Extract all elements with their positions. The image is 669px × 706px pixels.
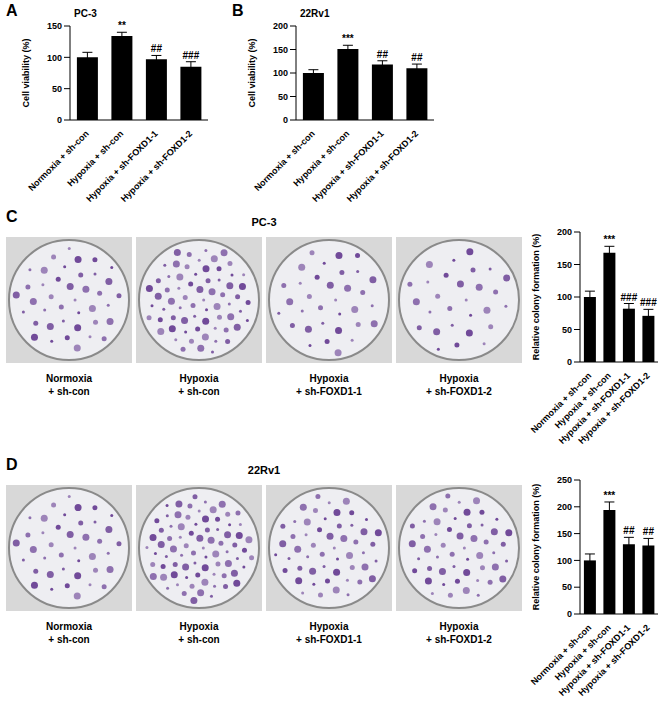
svg-text:+ sh-FOXD1-2: + sh-FOXD1-2 bbox=[426, 386, 492, 397]
svg-text:Hypoxia + sh-FOXD1-2: Hypoxia + sh-FOXD1-2 bbox=[576, 370, 652, 446]
svg-text:Hypoxia + sh-FOXD1-2: Hypoxia + sh-FOXD1-2 bbox=[119, 128, 195, 204]
svg-text:Hypoxia + sh-con: Hypoxia + sh-con bbox=[552, 370, 613, 431]
svg-text:***: *** bbox=[604, 490, 616, 501]
svg-text:+ sh-FOXD1-2: + sh-FOXD1-2 bbox=[426, 634, 492, 645]
svg-text:+ sh-con: + sh-con bbox=[178, 386, 219, 397]
svg-text:Normoxia + sh-con: Normoxia + sh-con bbox=[528, 370, 594, 435]
svg-text:Cell viability (%): Cell viability (%) bbox=[21, 38, 31, 107]
svg-text:+ sh-con: + sh-con bbox=[48, 386, 89, 397]
svg-text:Hypoxia: Hypoxia bbox=[310, 621, 349, 632]
svg-text:Hypoxia + sh-FOXD1-1: Hypoxia + sh-FOXD1-1 bbox=[556, 622, 633, 698]
svg-text:200: 200 bbox=[557, 227, 572, 237]
svg-text:150: 150 bbox=[557, 529, 572, 539]
svg-text:150: 150 bbox=[47, 21, 62, 31]
svg-text:###: ### bbox=[640, 297, 657, 308]
svg-text:***: *** bbox=[604, 234, 616, 245]
svg-text:##: ## bbox=[411, 52, 423, 63]
svg-text:Relative colony formation (%): Relative colony formation (%) bbox=[531, 484, 541, 611]
svg-text:##: ## bbox=[377, 49, 389, 60]
svg-text:100: 100 bbox=[557, 556, 572, 566]
svg-text:0: 0 bbox=[57, 115, 62, 125]
html-text:D: D bbox=[6, 456, 18, 473]
svg-text:Hypoxia: Hypoxia bbox=[440, 621, 479, 632]
svg-text:Hypoxia + sh-con: Hypoxia + sh-con bbox=[291, 128, 351, 188]
svg-text:Cell viability (%): Cell viability (%) bbox=[247, 38, 257, 107]
svg-text:Hypoxia: Hypoxia bbox=[440, 373, 479, 384]
svg-text:###: ### bbox=[183, 50, 200, 61]
svg-text:+ sh-con: + sh-con bbox=[178, 634, 219, 645]
svg-text:50: 50 bbox=[562, 325, 572, 335]
svg-text:Hypoxia + sh-FOXD1-1: Hypoxia + sh-FOXD1-1 bbox=[310, 128, 386, 204]
svg-text:150: 150 bbox=[557, 260, 572, 270]
svg-text:Normoxia: Normoxia bbox=[46, 621, 93, 632]
html-text:A: A bbox=[6, 2, 18, 19]
svg-text:+ sh-con: + sh-con bbox=[48, 634, 89, 645]
svg-text:22Rv1: 22Rv1 bbox=[248, 464, 280, 476]
svg-text:+ sh-FOXD1-1: + sh-FOXD1-1 bbox=[296, 386, 362, 397]
svg-text:50: 50 bbox=[278, 92, 288, 102]
svg-text:+ sh-FOXD1-1: + sh-FOXD1-1 bbox=[296, 634, 362, 645]
svg-text:**: ** bbox=[118, 20, 126, 31]
svg-text:Hypoxia: Hypoxia bbox=[310, 373, 349, 384]
svg-text:50: 50 bbox=[562, 582, 572, 592]
svg-text:PC-3: PC-3 bbox=[251, 216, 276, 228]
svg-text:200: 200 bbox=[273, 21, 288, 31]
svg-text:0: 0 bbox=[567, 609, 572, 619]
svg-text:Hypoxia + sh-FOXD1-1: Hypoxia + sh-FOXD1-1 bbox=[84, 128, 160, 204]
html-text:PC-3: PC-3 bbox=[74, 8, 97, 19]
svg-text:Hypoxia + sh-FOXD1-2: Hypoxia + sh-FOXD1-2 bbox=[345, 128, 421, 204]
svg-text:100: 100 bbox=[557, 292, 572, 302]
svg-text:***: *** bbox=[342, 33, 354, 44]
svg-text:Normoxia + sh-con: Normoxia + sh-con bbox=[528, 622, 594, 687]
html-text:B: B bbox=[232, 2, 244, 19]
svg-text:Hypoxia: Hypoxia bbox=[180, 621, 219, 632]
svg-text:##: ## bbox=[151, 43, 163, 54]
svg-text:0: 0 bbox=[567, 357, 572, 367]
svg-text:0: 0 bbox=[283, 115, 288, 125]
svg-text:100: 100 bbox=[47, 53, 62, 63]
svg-text:Normoxia + sh-con: Normoxia + sh-con bbox=[252, 128, 317, 193]
svg-text:100: 100 bbox=[273, 68, 288, 78]
html-text:C: C bbox=[6, 208, 18, 225]
svg-text:200: 200 bbox=[557, 502, 572, 512]
svg-text:Normoxia: Normoxia bbox=[46, 373, 93, 384]
svg-text:Relative colony formation (%): Relative colony formation (%) bbox=[531, 234, 541, 361]
svg-text:Normoxia + sh-con: Normoxia + sh-con bbox=[26, 128, 91, 193]
svg-text:###: ### bbox=[621, 292, 638, 303]
svg-text:##: ## bbox=[643, 526, 655, 537]
svg-text:250: 250 bbox=[557, 475, 572, 485]
svg-text:Hypoxia + sh-FOXD1-2: Hypoxia + sh-FOXD1-2 bbox=[576, 622, 652, 698]
svg-text:50: 50 bbox=[52, 84, 62, 94]
svg-text:##: ## bbox=[623, 525, 635, 536]
svg-text:Hypoxia: Hypoxia bbox=[180, 373, 219, 384]
svg-text:Hypoxia + sh-FOXD1-1: Hypoxia + sh-FOXD1-1 bbox=[556, 370, 633, 446]
html-text:22Rv1: 22Rv1 bbox=[300, 8, 330, 19]
svg-text:150: 150 bbox=[273, 45, 288, 55]
svg-text:Hypoxia + sh-con: Hypoxia + sh-con bbox=[65, 128, 125, 188]
svg-text:Hypoxia + sh-con: Hypoxia + sh-con bbox=[552, 622, 613, 683]
